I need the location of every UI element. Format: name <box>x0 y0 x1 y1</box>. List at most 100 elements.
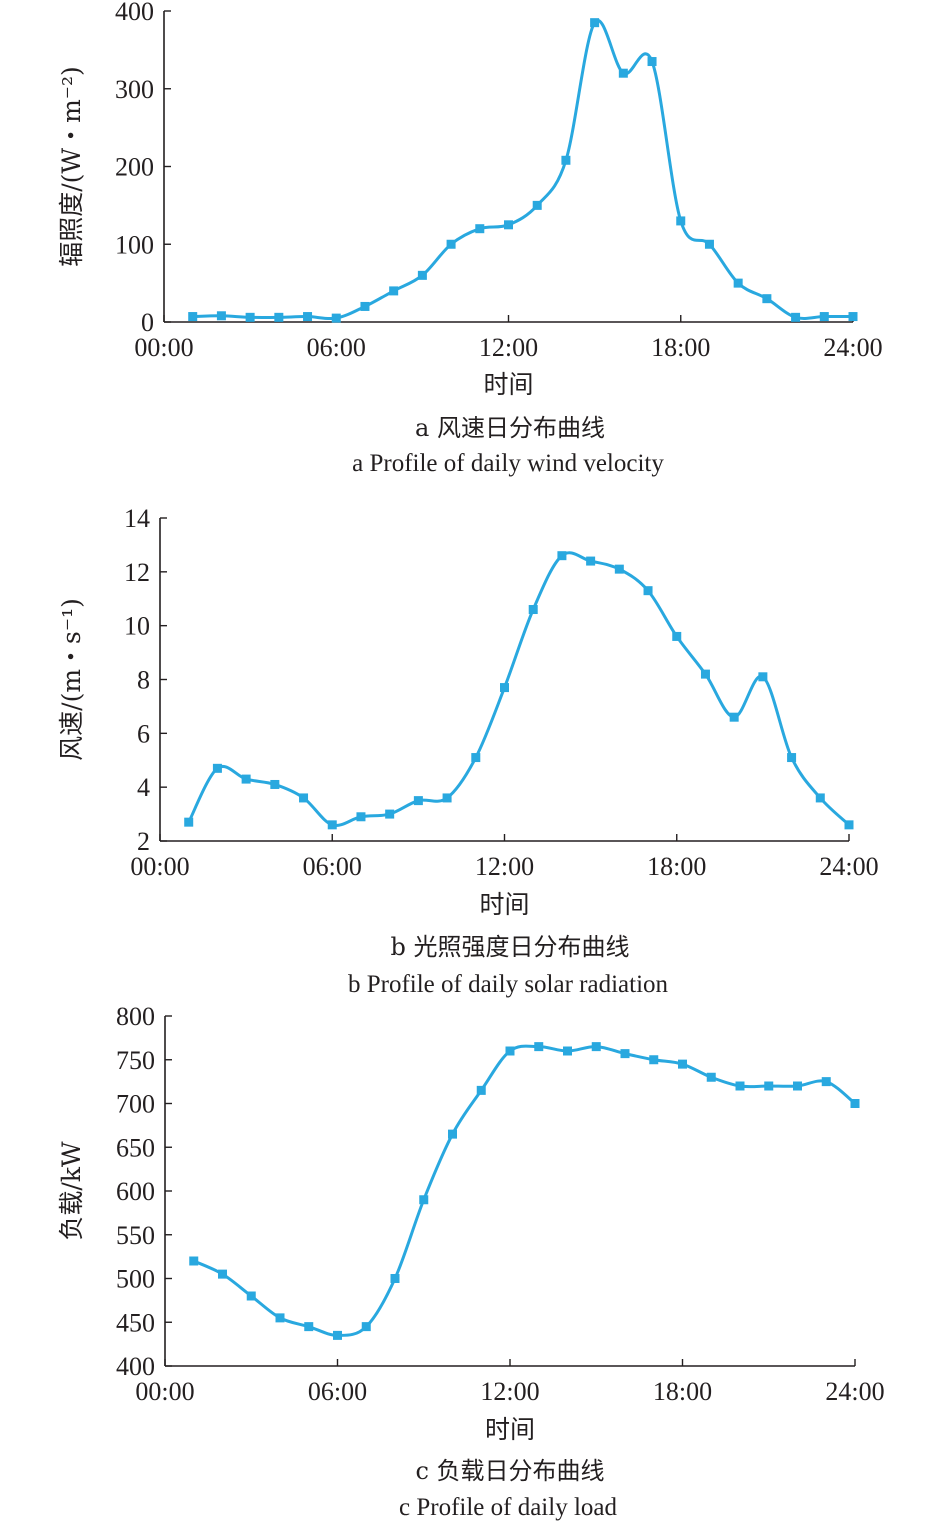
series-line <box>191 18 855 321</box>
series-line <box>187 551 851 827</box>
data-point-marker <box>534 1042 544 1052</box>
chart-c: 400 450 500 550 600 650 700 750 800 00:00 06:00 12:… <box>57 1002 885 1521</box>
series-line <box>192 1044 857 1337</box>
y-tick-label: 750 <box>116 1046 155 1075</box>
data-point-marker <box>762 294 772 304</box>
data-point-marker <box>815 793 825 803</box>
data-point-marker <box>476 1085 486 1095</box>
data-point-marker <box>327 820 337 830</box>
data-point-marker <box>218 1269 227 1279</box>
y-tick-label: 6 <box>137 719 150 748</box>
data-point-marker <box>706 1072 716 1082</box>
data-point-marker <box>678 1059 687 1069</box>
y-tick-label: 500 <box>116 1265 155 1294</box>
data-point-marker <box>304 1322 314 1332</box>
data-point-marker <box>758 672 768 682</box>
data-point-marker <box>504 220 513 230</box>
caption-en: b Profile of daily solar radiation <box>348 971 669 998</box>
data-point-marker <box>793 1081 802 1091</box>
data-point-marker <box>241 774 251 784</box>
y-tick-label: 10 <box>124 612 150 641</box>
y-axis-title: 风速/(m・s⁻¹) <box>57 598 86 761</box>
data-point-marker <box>563 1046 572 1056</box>
x-tick-label: 12:00 <box>479 333 538 362</box>
x-axis-title: 时间 <box>479 890 529 919</box>
data-point-marker <box>417 270 427 280</box>
data-point-marker <box>475 224 485 234</box>
data-point-marker <box>446 239 456 249</box>
data-point-marker <box>557 551 567 561</box>
data-point-marker <box>676 216 686 226</box>
data-point-marker <box>791 312 801 322</box>
x-axis-title: 时间 <box>483 370 533 399</box>
caption-en: c Profile of daily load <box>399 1494 617 1521</box>
data-point-marker <box>188 312 198 322</box>
data-point-marker <box>184 817 194 827</box>
x-tick-label: 24:00 <box>819 852 878 881</box>
data-point-marker <box>385 809 395 819</box>
x-tick-label: 06:00 <box>308 1377 367 1406</box>
y-tick-label: 8 <box>137 666 150 695</box>
data-point-marker <box>413 796 423 806</box>
y-tick-label: 400 <box>115 0 154 26</box>
data-point-marker <box>672 631 682 641</box>
x-tick-label: 18:00 <box>647 852 706 881</box>
y-tick-label: 0 <box>141 308 154 337</box>
caption-cn: c 负载日分布曲线 <box>415 1457 604 1485</box>
data-point-marker <box>704 239 714 249</box>
data-point-marker <box>591 1042 601 1052</box>
data-point-marker <box>360 301 370 311</box>
data-point-marker <box>647 57 657 67</box>
data-point-marker <box>333 1330 342 1340</box>
data-point-marker <box>448 1129 457 1139</box>
data-point-marker <box>844 820 854 830</box>
data-point-marker <box>532 200 542 210</box>
x-tick-label: 18:00 <box>653 1377 712 1406</box>
x-tick-label: 00:00 <box>134 333 193 362</box>
y-tick-label: 650 <box>116 1133 155 1162</box>
data-point-marker <box>390 1274 400 1283</box>
y-tick-label: 200 <box>115 153 154 182</box>
x-tick-label: 12:00 <box>480 1377 539 1406</box>
data-point-marker <box>471 753 481 763</box>
y-tick-label: 14 <box>124 504 150 533</box>
data-point-marker <box>442 793 452 803</box>
y-tick-label: 4 <box>137 773 150 802</box>
x-tick-label: 24:00 <box>823 333 882 362</box>
caption-cn: a 风速日分布曲线 <box>415 414 605 442</box>
y-tick-label: 700 <box>116 1090 155 1119</box>
x-tick-label: 18:00 <box>651 333 710 362</box>
data-point-marker <box>505 1046 515 1056</box>
data-point-marker <box>419 1195 429 1205</box>
data-point-marker <box>561 155 571 165</box>
data-point-marker <box>528 605 538 615</box>
y-tick-label: 300 <box>115 75 154 104</box>
chart-b: 2 4 6 8 10 12 14 00:00 06:00 12:00 18:00 24:00 风速/(m… <box>57 504 879 998</box>
data-point-marker <box>500 683 509 693</box>
data-point-marker <box>331 313 341 323</box>
data-point-marker <box>361 1322 371 1332</box>
data-point-marker <box>618 68 628 78</box>
data-point-marker <box>848 312 858 322</box>
data-point-marker <box>649 1055 659 1065</box>
data-point-marker <box>700 669 710 679</box>
y-tick-label: 400 <box>116 1352 155 1381</box>
x-tick-label: 12:00 <box>475 852 534 881</box>
data-point-marker <box>212 763 222 773</box>
y-tick-label: 550 <box>116 1221 155 1250</box>
data-point-marker <box>389 286 399 296</box>
caption-en: a Profile of daily wind velocity <box>352 450 664 477</box>
caption-cn: b 光照强度日分布曲线 <box>391 933 630 961</box>
data-point-marker <box>735 1081 745 1091</box>
data-point-marker <box>356 812 366 822</box>
data-point-marker <box>246 1291 256 1301</box>
y-tick-label: 12 <box>124 558 150 587</box>
y-tick-label: 450 <box>116 1308 155 1337</box>
y-axis-title: 负载/kW <box>57 1141 86 1241</box>
x-tick-label: 00:00 <box>130 852 189 881</box>
data-point-marker <box>787 753 797 763</box>
y-tick-label: 600 <box>116 1177 155 1206</box>
data-point-marker <box>729 712 739 722</box>
x-axis-title: 时间 <box>485 1415 535 1444</box>
